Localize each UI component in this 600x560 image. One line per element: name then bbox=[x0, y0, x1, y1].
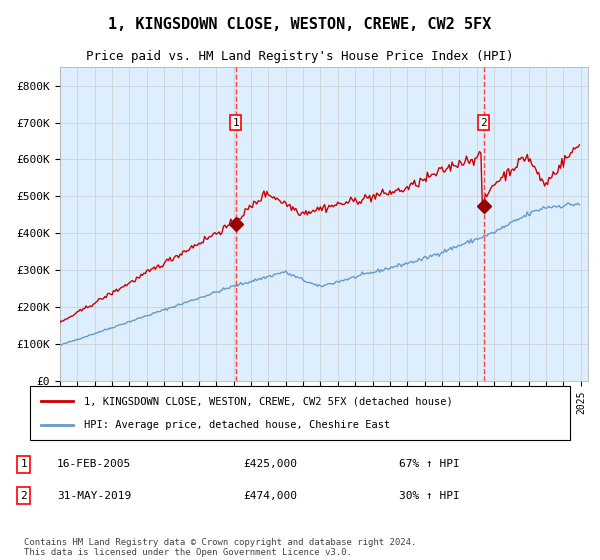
Text: Contains HM Land Registry data © Crown copyright and database right 2024.
This d: Contains HM Land Registry data © Crown c… bbox=[23, 538, 416, 557]
Text: 16-FEB-2005: 16-FEB-2005 bbox=[57, 459, 131, 469]
Text: 1: 1 bbox=[20, 459, 27, 469]
Text: 31-MAY-2019: 31-MAY-2019 bbox=[57, 491, 131, 501]
Text: HPI: Average price, detached house, Cheshire East: HPI: Average price, detached house, Ches… bbox=[84, 419, 390, 430]
Text: 1: 1 bbox=[232, 118, 239, 128]
Text: 1, KINGSDOWN CLOSE, WESTON, CREWE, CW2 5FX (detached house): 1, KINGSDOWN CLOSE, WESTON, CREWE, CW2 5… bbox=[84, 396, 453, 407]
FancyBboxPatch shape bbox=[30, 386, 570, 440]
Text: £425,000: £425,000 bbox=[244, 459, 298, 469]
Text: 2: 2 bbox=[20, 491, 27, 501]
Text: Price paid vs. HM Land Registry's House Price Index (HPI): Price paid vs. HM Land Registry's House … bbox=[86, 50, 514, 63]
Text: £474,000: £474,000 bbox=[244, 491, 298, 501]
Text: 30% ↑ HPI: 30% ↑ HPI bbox=[399, 491, 460, 501]
Text: 67% ↑ HPI: 67% ↑ HPI bbox=[399, 459, 460, 469]
Text: 1, KINGSDOWN CLOSE, WESTON, CREWE, CW2 5FX: 1, KINGSDOWN CLOSE, WESTON, CREWE, CW2 5… bbox=[109, 17, 491, 32]
Text: 2: 2 bbox=[481, 118, 487, 128]
